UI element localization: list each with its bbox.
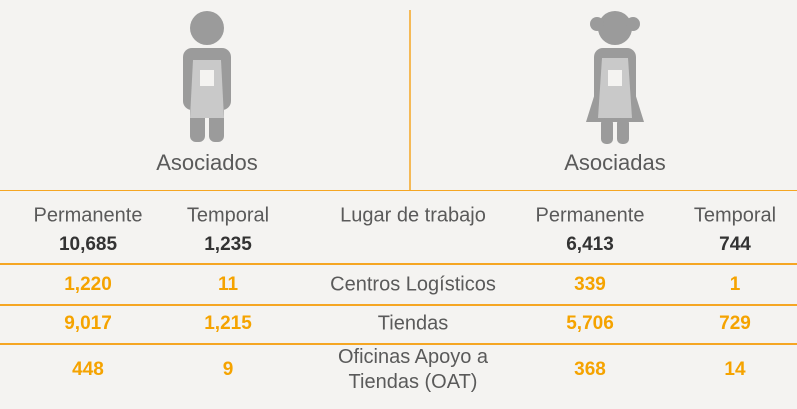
rule	[0, 343, 797, 345]
total: 1,235	[204, 234, 252, 255]
cell-value: 1,220	[64, 274, 112, 295]
workplace: Centros Logísticos	[330, 273, 496, 296]
cell-value: 368	[574, 359, 606, 380]
cell-value: 5,706	[566, 313, 614, 334]
total: 6,413	[566, 234, 614, 255]
total: 744	[719, 234, 751, 255]
header: Temporal	[186, 204, 270, 227]
male-icon	[183, 11, 231, 142]
cell-value: 339	[574, 274, 606, 295]
cell-value: 448	[72, 359, 104, 380]
total: 10,685	[58, 234, 118, 255]
rule	[0, 190, 797, 191]
cell-value: 9	[222, 359, 234, 380]
group-label: Asociados	[156, 150, 258, 175]
group-label: Asociadas	[564, 150, 666, 175]
cell-value: 11	[217, 274, 239, 295]
female-icon	[586, 11, 644, 144]
rule	[0, 263, 797, 265]
header: Lugar de trabajo	[340, 204, 486, 227]
header: Temporal	[693, 204, 777, 227]
cell-value: 9,017	[64, 313, 112, 334]
cell-value: 14	[724, 359, 746, 380]
cell-value: 1,215	[204, 313, 252, 334]
header: Permanente	[33, 204, 143, 227]
workplace: Oficinas Apoyo a Tiendas (OAT)	[337, 346, 489, 393]
header: Permanente	[535, 204, 645, 227]
cell-value: 729	[719, 313, 751, 334]
cell-value: 1	[729, 274, 741, 295]
workplace: Tiendas	[377, 312, 449, 335]
rule	[0, 304, 797, 306]
